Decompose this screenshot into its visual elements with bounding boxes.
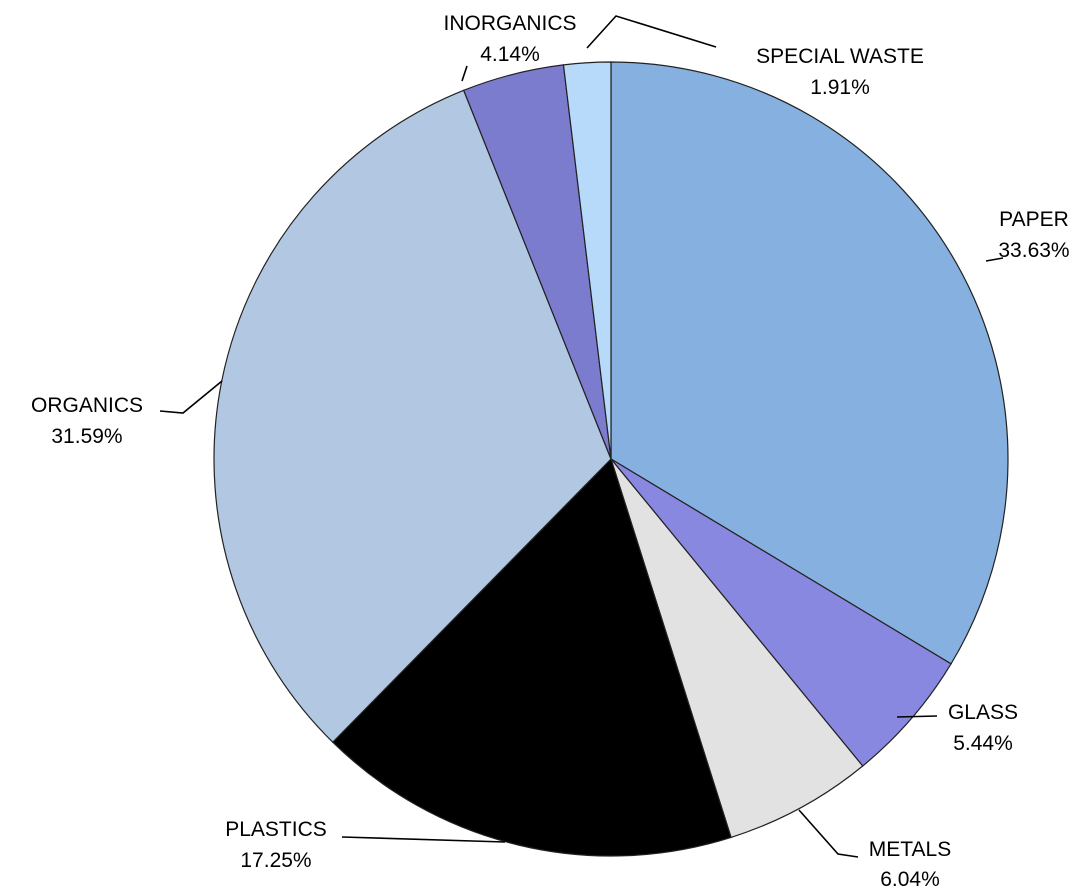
leader-line-special-waste bbox=[586, 15, 717, 49]
pie-slice-special-waste bbox=[562, 61, 612, 460]
slice-label-paper: PAPER bbox=[999, 208, 1069, 231]
leader-line-metals bbox=[798, 809, 859, 858]
slice-label-plastics: PLASTICS bbox=[225, 818, 327, 841]
pie-slices bbox=[213, 61, 1009, 857]
pie-slice-glass bbox=[610, 458, 952, 767]
leader-line-glass bbox=[896, 715, 938, 718]
slice-labels: PAPER 33.63% GLASS 5.44% METALS 6.04% PLASTICS… bbox=[31, 12, 1070, 891]
slice-value-label-paper: 33.63% bbox=[998, 239, 1069, 262]
pie-slice-metals bbox=[610, 458, 864, 839]
slice-value-label-organics: 31.59% bbox=[51, 425, 122, 448]
pie-slice-plastics bbox=[331, 457, 732, 857]
slice-value-label-inorganics: 4.14% bbox=[480, 43, 540, 66]
slice-value-label-glass: 5.44% bbox=[953, 732, 1013, 755]
slice-label-glass: GLASS bbox=[948, 701, 1018, 724]
slice-value-label-special-waste: 1.91% bbox=[810, 76, 870, 99]
leader-lines bbox=[159, 15, 1004, 858]
slice-label-inorganics: INORGANICS bbox=[443, 12, 576, 35]
leader-line-inorganics bbox=[461, 65, 468, 82]
leader-line-paper bbox=[985, 257, 1004, 262]
slice-value-label-metals: 6.04% bbox=[880, 868, 940, 891]
pie-slice-paper bbox=[610, 61, 1009, 665]
leader-line-plastics bbox=[341, 836, 506, 843]
slice-label-organics: ORGANICS bbox=[31, 394, 143, 417]
slice-value-label-plastics: 17.25% bbox=[240, 849, 311, 872]
slice-label-metals: METALS bbox=[869, 838, 951, 861]
slice-label-special-waste: SPECIAL WASTE bbox=[756, 45, 924, 68]
leader-line-organics bbox=[159, 380, 223, 414]
